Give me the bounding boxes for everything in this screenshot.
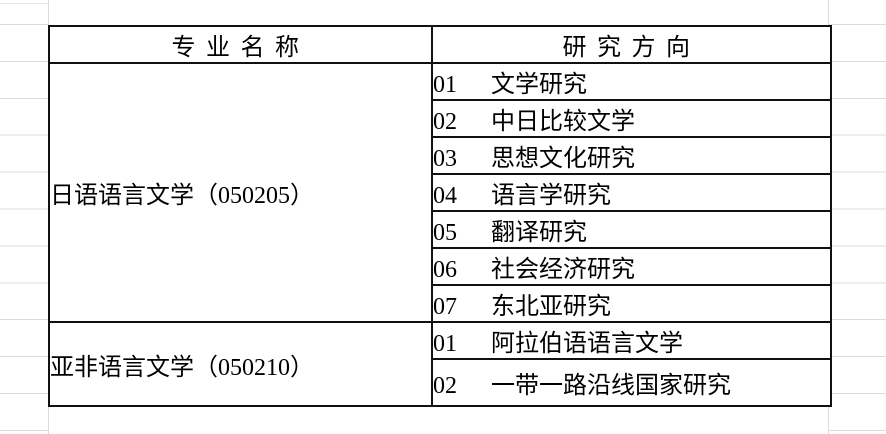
table-row: 日语语言文学（050205） 01 文学研究 (48, 62, 832, 323)
direction-code: 06 (433, 257, 457, 283)
majors-table: 专业名称 研究方向 日语语言文学（050205） 01 文学研究 02 中日比较文学 03… (48, 25, 832, 407)
header-row: 专业名称 研究方向 (48, 25, 832, 64)
direction-cell[interactable]: 01 文学研究 (431, 62, 832, 101)
table-row: 02 中日比较文学 (49, 99, 832, 138)
table-row: 06 社会经济研究 (49, 247, 832, 286)
gridline-vertical (828, 401, 829, 434)
direction-code: 04 (433, 183, 457, 209)
direction-cell[interactable]: 01 阿拉伯语语言文学 (431, 321, 832, 360)
direction-cell[interactable]: 02 一带一路沿线国家研究 (431, 358, 832, 407)
direction-cell[interactable]: 04 语言学研究 (431, 173, 832, 212)
direction-code: 07 (433, 294, 457, 320)
table-row: 03 思想文化研究 (49, 136, 832, 175)
header-major-cell[interactable]: 专业名称 (48, 25, 433, 64)
major-cell[interactable]: 日语语言文学（050205） (48, 62, 433, 323)
direction-code: 05 (433, 220, 457, 246)
gridline-vertical (48, 401, 49, 434)
direction-label: 语言学研究 (491, 183, 611, 209)
direction-cell[interactable]: 02 中日比较文学 (431, 99, 832, 138)
direction-code: 02 (433, 109, 457, 135)
table-row: 亚非语言文学（050210） 01 阿拉伯语语言文学 (48, 321, 832, 407)
direction-cell[interactable]: 05 翻译研究 (431, 210, 832, 249)
table-row: 04 语言学研究 (49, 173, 832, 212)
left-margin-gridlines (0, 24, 48, 431)
gridline-vertical (828, 0, 829, 26)
right-margin-gridlines (829, 24, 886, 431)
direction-label: 一带一路沿线国家研究 (491, 373, 731, 399)
direction-label: 思想文化研究 (491, 146, 635, 172)
gridline-horizontal (0, 3, 48, 4)
direction-code: 01 (433, 331, 457, 357)
direction-cell[interactable]: 06 社会经济研究 (431, 247, 832, 286)
direction-code: 03 (433, 146, 457, 172)
table-row: 05 翻译研究 (49, 210, 832, 249)
direction-label: 东北亚研究 (491, 294, 611, 320)
table-row: 07 东北亚研究 (49, 284, 832, 323)
direction-code: 02 (433, 373, 457, 399)
header-direction-cell[interactable]: 研究方向 (431, 25, 832, 64)
major-cell[interactable]: 亚非语言文学（050210） (48, 321, 433, 407)
direction-cell[interactable]: 07 东北亚研究 (431, 284, 832, 323)
direction-code: 01 (433, 72, 457, 98)
direction-cell[interactable]: 03 思想文化研究 (431, 136, 832, 175)
direction-label: 中日比较文学 (491, 109, 635, 135)
direction-label: 阿拉伯语语言文学 (491, 331, 683, 357)
direction-label: 文学研究 (491, 72, 587, 98)
direction-label: 社会经济研究 (491, 257, 635, 283)
table-row: 02 一带一路沿线国家研究 (49, 358, 832, 407)
direction-label: 翻译研究 (491, 220, 587, 246)
gridline-vertical (48, 0, 49, 26)
